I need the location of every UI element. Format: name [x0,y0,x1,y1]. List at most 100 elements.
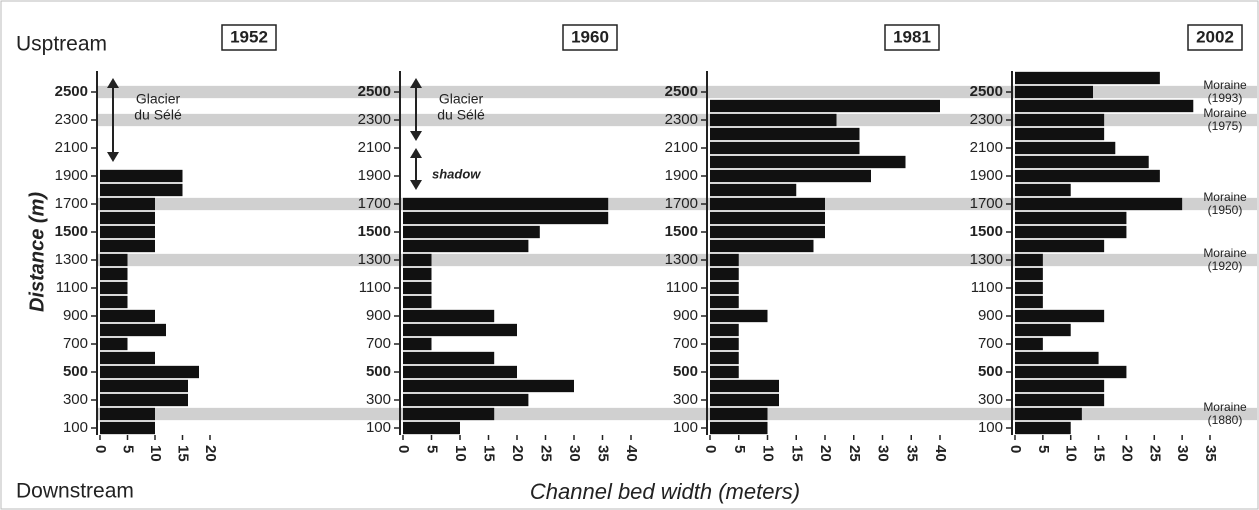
bar [710,267,739,281]
bar [100,337,128,351]
moraine-label: Moraine [1203,106,1247,120]
bar [1015,267,1043,281]
bar [100,169,183,183]
y-tick-label: 2300 [665,111,698,128]
bar [403,393,529,407]
x-tick-label: 35 [903,445,920,462]
bar [710,127,860,141]
bar [1015,393,1105,407]
moraine-label: Moraine [1203,190,1247,204]
y-tick-label: 1100 [971,279,1003,296]
y-tick-label: 1900 [665,167,698,184]
x-tick-label: 0 [92,445,109,453]
bar [1015,351,1099,365]
y-tick-label: 100 [366,419,391,436]
x-tick-label: 40 [623,445,640,462]
title-box [221,24,277,51]
bar [710,197,825,211]
moraine-band [97,407,1257,421]
annotation-text: du Sélé [134,107,182,123]
bar [100,281,128,295]
y-tick-label: 2100 [665,139,698,156]
moraine-band [97,197,1257,211]
bar [403,407,495,421]
moraine-band [97,85,1257,99]
y-tick-label: 700 [673,335,698,352]
x-tick-label: 25 [846,445,863,462]
bar [1015,141,1116,155]
bar [403,365,517,379]
y-tick-label: 1900 [358,167,391,184]
x-tick-label: 25 [1146,445,1163,462]
y-tick-label: 2100 [970,139,1003,156]
x-tick-label: 5 [731,445,748,453]
x-tick-label: 10 [147,445,164,462]
arrow-head [410,180,422,190]
x-tick-label: 15 [481,445,498,462]
x-tick-label: 40 [932,445,949,462]
bar [710,211,825,225]
bar [1015,71,1160,85]
y-tick-label: 1500 [970,223,1003,240]
y-tick-label: 500 [978,363,1003,380]
bar [710,351,739,365]
x-axis-label: Channel bed width (meters) [530,479,800,504]
annotation-text: Glacier [439,91,484,107]
moraine-year: (1975) [1208,119,1243,133]
bar [1015,379,1105,393]
x-tick-label: 5 [120,445,137,453]
bar [710,239,814,253]
y-tick-label: 2100 [358,139,391,156]
y-tick-label: 1700 [665,195,698,212]
y-tick-label: 1900 [55,167,88,184]
x-tick-label: 10 [452,445,469,462]
y-tick-label: 100 [63,419,88,436]
bar [100,379,188,393]
moraine-label: Moraine [1203,78,1247,92]
x-tick-label: 15 [175,445,192,462]
y-tick-label: 100 [978,419,1003,436]
moraine-year: (1920) [1208,259,1243,273]
bar [403,225,540,239]
y-tick-label: 500 [366,363,391,380]
y-tick-label: 2500 [970,83,1003,100]
x-tick-label: 20 [817,445,834,462]
bar [1015,281,1043,295]
bar [710,365,739,379]
y-tick-label: 2500 [665,83,698,100]
x-tick-label: 20 [202,445,219,462]
x-tick-label: 0 [395,445,412,453]
bar [1015,225,1127,239]
y-tick-label: 1100 [666,279,698,296]
x-tick-label: 30 [875,445,892,462]
bar [100,225,155,239]
title-box [1187,24,1243,51]
y-tick-label: 1700 [970,195,1003,212]
bar [403,281,432,295]
bar [710,421,768,435]
bar [100,267,128,281]
x-tick-label: 5 [1035,445,1052,453]
y-tick-label: 2300 [358,111,391,128]
x-tick-label: 25 [538,445,555,462]
y-tick-label: 900 [63,307,88,324]
x-tick-label: 20 [1118,445,1135,462]
y-tick-label: 1300 [358,251,391,268]
bar [403,337,432,351]
title-box [884,24,940,51]
bar [403,323,517,337]
y-tick-label: 700 [63,335,88,352]
bar [1015,99,1194,113]
bar [710,225,825,239]
bar [1015,85,1093,99]
bar [710,295,739,309]
bar [710,393,779,407]
y-tick-label: 300 [978,391,1003,408]
chart-title: 1981 [893,27,931,46]
x-tick-label: 5 [424,445,441,453]
y-tick-label: 1900 [970,167,1003,184]
annotation-text: Glacier [136,91,181,107]
bar [403,197,609,211]
bar [403,379,574,393]
